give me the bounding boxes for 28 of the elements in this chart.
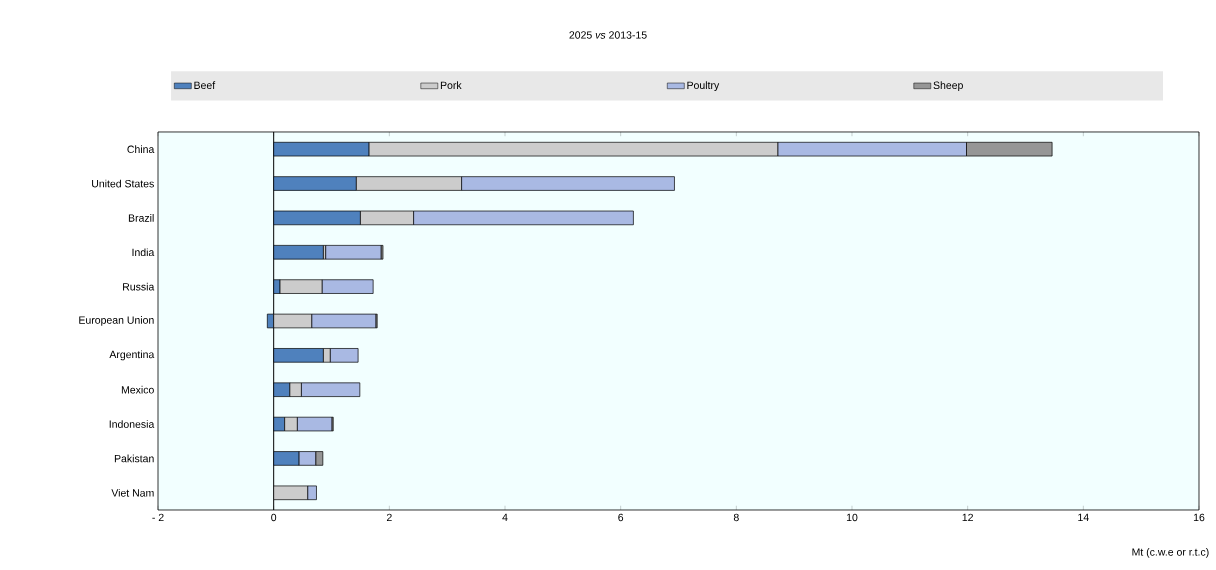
- x-tick-label: 12: [962, 513, 973, 522]
- legend-label: Beef: [194, 81, 216, 89]
- x-tick-label: 8: [733, 513, 739, 522]
- x-tick-label: 16: [1193, 513, 1205, 522]
- x-tick-label: - 2: [152, 513, 164, 522]
- y-tick-label: European Union: [79, 316, 154, 326]
- x-axis-title: Mt (c.w.e or r.t.c): [1132, 547, 1209, 558]
- x-tick-label: 6: [618, 513, 624, 522]
- bar: [325, 245, 382, 260]
- y-tick-label: Viet Nam: [111, 488, 154, 497]
- x-tick-label: 2: [386, 513, 392, 522]
- y-tick-label: China: [127, 145, 155, 154]
- legend-label: Pork: [440, 81, 462, 89]
- x-tick-label: 10: [846, 513, 858, 522]
- x-tick-label: 14: [1078, 513, 1089, 521]
- y-tick-label: Mexico: [121, 385, 154, 394]
- y-tick-label: Indonesia: [109, 420, 155, 428]
- x-tick-label: 4: [502, 513, 508, 521]
- legend-label: Sheep: [933, 81, 963, 92]
- legend-label: Poultry: [687, 81, 720, 92]
- x-tick-label: 0: [271, 513, 277, 522]
- y-tick-label: India: [132, 248, 155, 257]
- y-tick-label: United States: [92, 179, 154, 188]
- y-tick-label: Pakistan: [114, 454, 154, 463]
- y-tick-label: Russia: [123, 282, 155, 291]
- chart-title: 2025 vs 2013-15: [569, 31, 647, 39]
- y-tick-label: Brazil: [128, 214, 154, 222]
- y-tick-label: Argentina: [109, 350, 155, 361]
